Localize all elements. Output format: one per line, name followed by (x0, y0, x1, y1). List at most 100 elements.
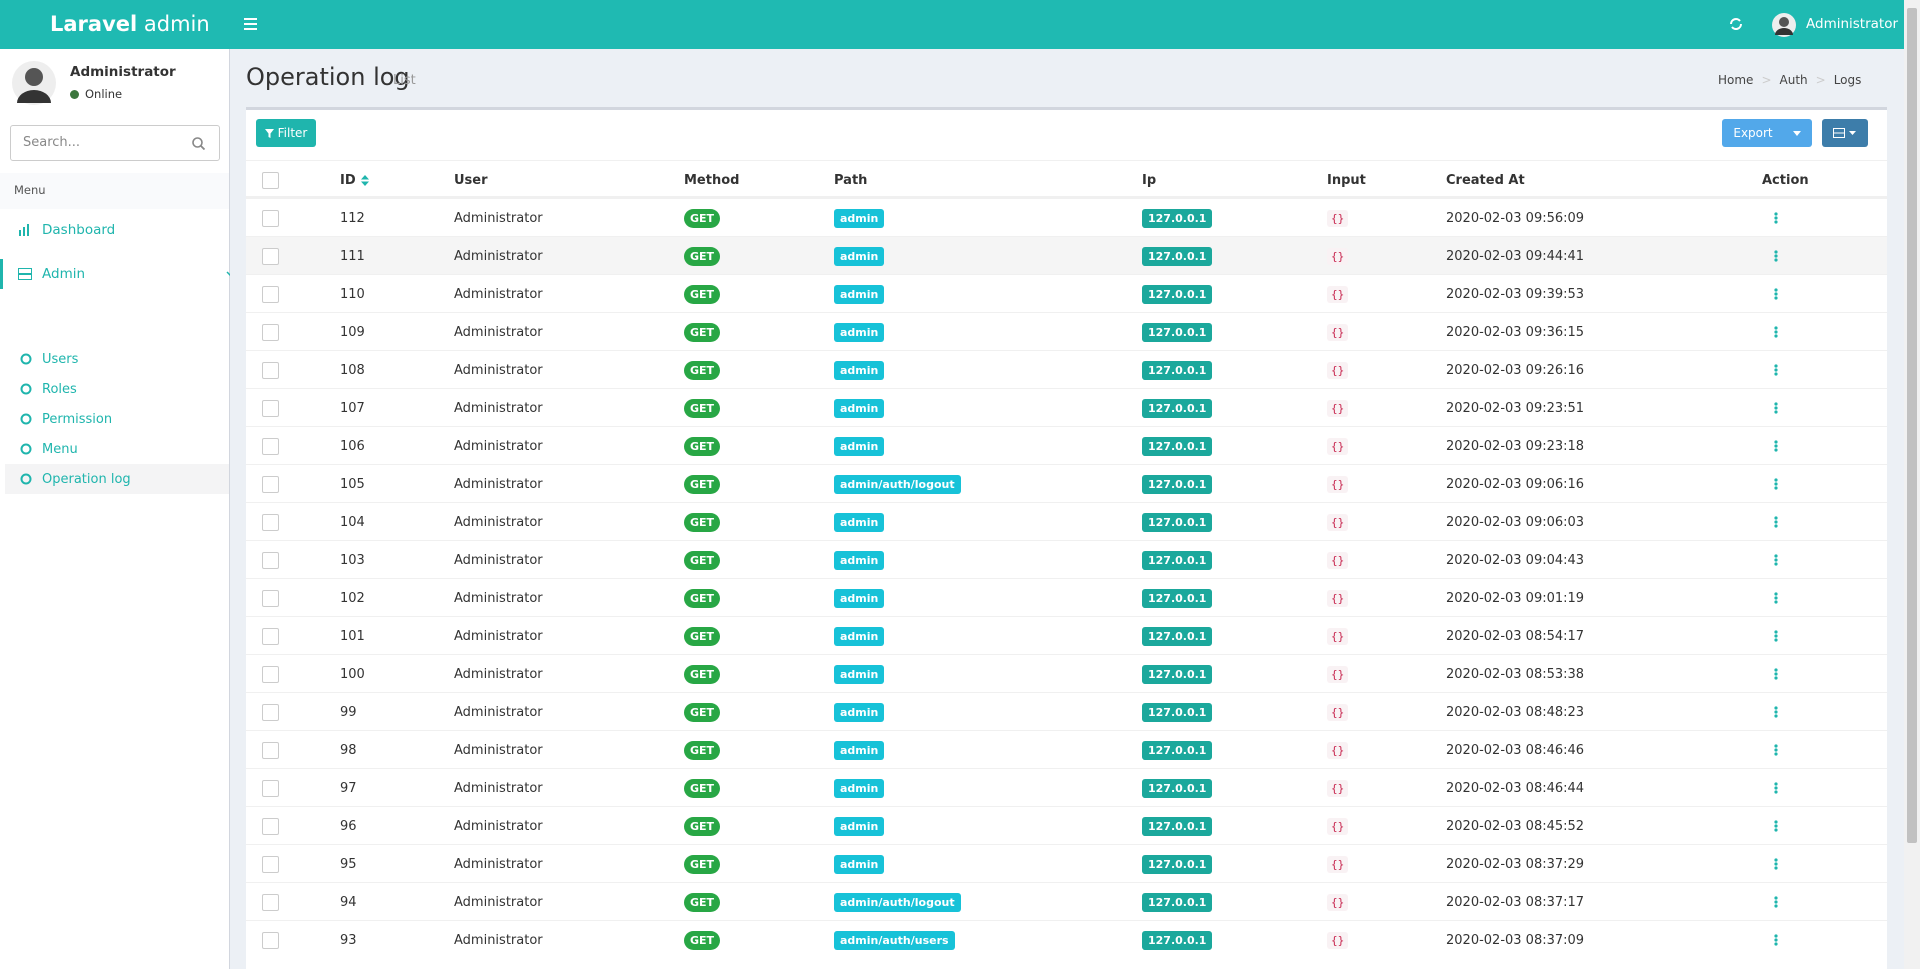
search-input[interactable]: Search... (10, 125, 220, 161)
checkbox[interactable] (262, 437, 279, 455)
row-checkbox[interactable] (262, 275, 279, 313)
action-menu[interactable] (1774, 326, 1778, 338)
action-cell (1774, 199, 1778, 237)
cell: 94 (340, 883, 357, 921)
action-menu[interactable] (1774, 782, 1778, 794)
breadcrumb-item[interactable]: Auth (1779, 73, 1808, 87)
checkbox[interactable] (262, 703, 279, 721)
export-button[interactable]: Export (1722, 119, 1812, 147)
ip-badge: 127.0.0.1 (1142, 208, 1213, 228)
action-menu[interactable] (1774, 516, 1778, 528)
action-menu[interactable] (1774, 820, 1778, 832)
row-checkbox[interactable] (262, 541, 279, 579)
menu-admin[interactable]: Admin (0, 259, 235, 289)
row-checkbox[interactable] (262, 617, 279, 655)
action-menu[interactable] (1774, 858, 1778, 870)
checkbox[interactable] (262, 513, 279, 531)
action-menu[interactable] (1774, 440, 1778, 452)
button-label: Filter (277, 126, 308, 140)
action-menu[interactable] (1774, 402, 1778, 414)
checkbox[interactable] (262, 779, 279, 797)
checkbox[interactable] (262, 931, 279, 949)
menu-child[interactable]: Menu (5, 434, 229, 464)
checkbox[interactable] (262, 893, 279, 911)
sort-icon[interactable] (360, 174, 369, 186)
menu-child[interactable]: Permission (5, 404, 229, 434)
sidebar-toggle[interactable] (244, 18, 257, 30)
filter-button[interactable]: Filter (256, 119, 316, 147)
row-checkbox[interactable] (262, 465, 279, 503)
user-name[interactable]: Administrator (1806, 16, 1899, 32)
row-checkbox[interactable] (262, 921, 279, 959)
row-checkbox[interactable] (262, 313, 279, 351)
checkbox[interactable] (262, 399, 279, 417)
row-checkbox[interactable] (262, 351, 279, 389)
checkbox[interactable] (262, 361, 279, 379)
cell: GET (684, 617, 721, 655)
menu-child[interactable]: Users (5, 344, 229, 374)
id: 98 (340, 742, 357, 758)
menu-child[interactable]: Operation log (5, 464, 229, 494)
cell: 2020-02-03 08:37:09 (1446, 921, 1584, 959)
columns-button[interactable] (1822, 119, 1868, 147)
checkbox[interactable] (262, 627, 279, 645)
scroll-thumb[interactable] (1907, 8, 1917, 843)
checkbox[interactable] (262, 855, 279, 873)
row-checkbox[interactable] (262, 845, 279, 883)
row-checkbox[interactable] (262, 807, 279, 845)
checkbox[interactable] (262, 209, 279, 227)
checkbox[interactable] (262, 665, 279, 683)
cell: 127.0.0.1 (1142, 199, 1213, 237)
row-checkbox[interactable] (262, 693, 279, 731)
brand[interactable]: Laravel admin (50, 12, 210, 36)
menu-dashboard[interactable]: Dashboard (0, 215, 229, 245)
action-menu[interactable] (1774, 934, 1778, 946)
cell: 109 (340, 313, 365, 351)
action-menu[interactable] (1774, 896, 1778, 908)
checkbox[interactable] (262, 741, 279, 759)
action-menu[interactable] (1774, 250, 1778, 262)
cell: 105 (340, 465, 365, 503)
action-menu[interactable] (1774, 630, 1778, 642)
column-header[interactable]: ID (340, 161, 369, 199)
breadcrumb-item[interactable]: Home (1718, 73, 1754, 87)
checkbox[interactable] (262, 285, 279, 303)
checkbox[interactable] (262, 475, 279, 493)
action-menu[interactable] (1774, 668, 1778, 680)
action-menu[interactable] (1774, 288, 1778, 300)
action-menu[interactable] (1774, 744, 1778, 756)
checkbox[interactable] (262, 817, 279, 835)
row-checkbox[interactable] (262, 731, 279, 769)
cell: 2020-02-03 09:06:03 (1446, 503, 1584, 541)
action-menu[interactable] (1774, 592, 1778, 604)
menu-child[interactable]: Roles (5, 374, 229, 404)
header-checkbox[interactable] (262, 161, 279, 199)
action-menu[interactable] (1774, 554, 1778, 566)
checkbox[interactable] (262, 247, 279, 265)
row-checkbox[interactable] (262, 427, 279, 465)
method-badge: GET (684, 664, 721, 684)
row-checkbox[interactable] (262, 769, 279, 807)
cell: admin (834, 693, 885, 731)
cell: Administrator (454, 465, 543, 503)
row-checkbox[interactable] (262, 389, 279, 427)
action-menu[interactable] (1774, 706, 1778, 718)
row-checkbox[interactable] (262, 579, 279, 617)
action-cell (1774, 541, 1778, 579)
checkbox[interactable] (262, 323, 279, 341)
scrollbar[interactable] (1904, 0, 1920, 969)
row-checkbox[interactable] (262, 883, 279, 921)
checkbox[interactable] (262, 551, 279, 569)
row-checkbox[interactable] (262, 503, 279, 541)
search-icon[interactable] (192, 137, 205, 150)
action-menu[interactable] (1774, 478, 1778, 490)
row-checkbox[interactable] (262, 655, 279, 693)
cell: Administrator (454, 427, 543, 465)
checkbox[interactable] (262, 589, 279, 607)
action-menu[interactable] (1774, 212, 1778, 224)
user-avatar[interactable] (1772, 13, 1796, 37)
refresh-icon[interactable] (1729, 17, 1743, 31)
action-menu[interactable] (1774, 364, 1778, 376)
row-checkbox[interactable] (262, 199, 279, 237)
row-checkbox[interactable] (262, 237, 279, 275)
